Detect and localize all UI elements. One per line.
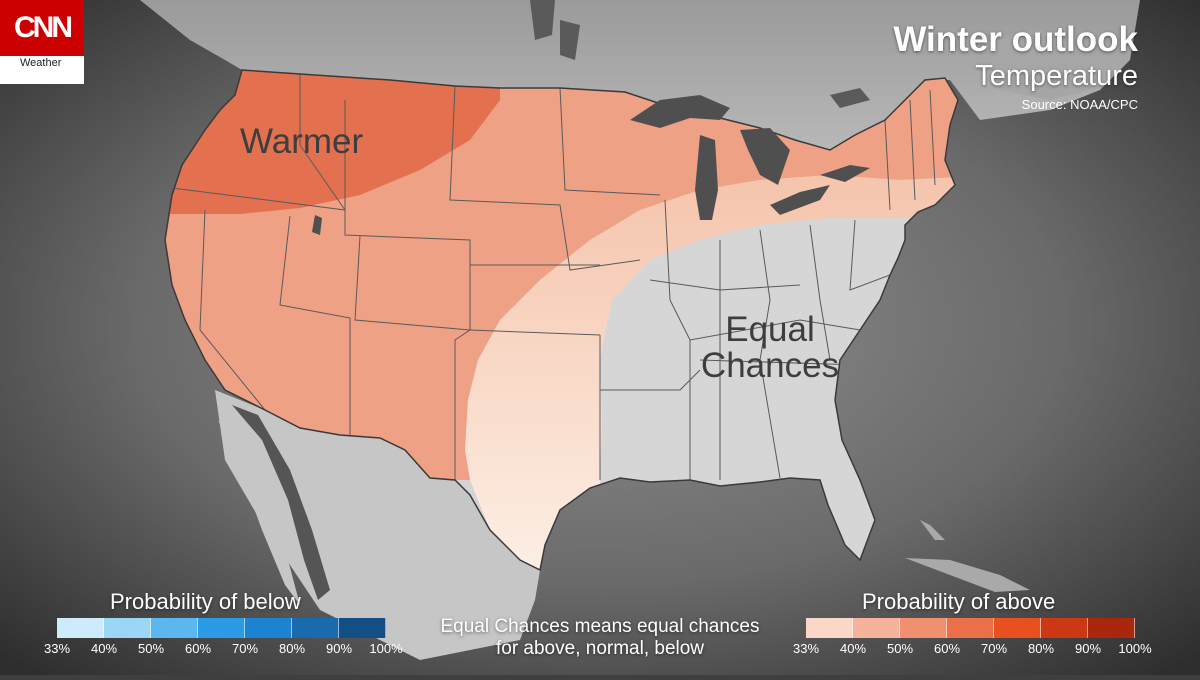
legend-above-swatch-5 — [1041, 618, 1088, 638]
legend-below-tick-label: 70% — [231, 641, 259, 656]
region-label-equal-line1: Equal — [725, 310, 815, 349]
legend-below-swatch-3 — [198, 618, 245, 638]
legend-below-tick-label: 80% — [278, 641, 306, 656]
legend-above-swatch-6 — [1088, 618, 1135, 638]
gulf-of-california — [232, 405, 330, 600]
map-subtitle: Temperature — [975, 60, 1138, 92]
legend-above-tick-label: 33% — [792, 641, 820, 656]
legend-above-tick-label: 90% — [1074, 641, 1102, 656]
legend-below-tick-label: 40% — [90, 641, 118, 656]
cnn-logo-wordmark: CNN — [0, 0, 84, 56]
legend-below-swatch-6 — [339, 618, 386, 638]
lake-superior — [630, 95, 730, 128]
legend-below-tick-label: 33% — [43, 641, 71, 656]
legend-above-tick-label: 50% — [886, 641, 914, 656]
legend-above-swatch-4 — [994, 618, 1041, 638]
map-title: Winter outlook — [893, 20, 1138, 59]
cuba-island — [905, 558, 1030, 592]
legend-below-tick-label: 60% — [184, 641, 212, 656]
legend-below-swatch-5 — [292, 618, 339, 638]
equal-chances-note: Equal Chances means equal chances for ab… — [440, 616, 760, 659]
lake-ontario — [820, 165, 870, 182]
lake-huron — [740, 128, 790, 185]
region-label-equal-chances: Equal Chances — [690, 312, 850, 384]
legend-below-swatch-2 — [151, 618, 198, 638]
legend-below-tick-label: 90% — [325, 641, 353, 656]
legend-below-tick-label: 100% — [369, 641, 403, 656]
legend-below-swatch-1 — [104, 618, 151, 638]
bahamas-island — [920, 520, 945, 540]
legend-below-swatches — [57, 618, 386, 638]
canadian-lakes — [530, 0, 870, 108]
cnn-logo: CNN Weather — [0, 0, 84, 84]
legend-above-tick-label: 40% — [839, 641, 867, 656]
region-label-equal-line2: Chances — [700, 346, 840, 385]
legend-above-tick-label: 60% — [933, 641, 961, 656]
legend-above-tick-label: 70% — [980, 641, 1008, 656]
legend-above-swatch-0 — [806, 618, 853, 638]
legend-above-swatch-2 — [900, 618, 947, 638]
cnn-logo-section: Weather — [20, 57, 62, 69]
legend-below-title: Probability of below — [110, 589, 301, 614]
state-borders — [171, 74, 936, 480]
baja-california — [218, 420, 300, 605]
lake-erie — [770, 185, 830, 215]
legend-above-swatches — [806, 618, 1135, 638]
legend-above-tick-label: 80% — [1027, 641, 1055, 656]
legend-below-ticks: 33% 40% 50% 60% 70% 80% 90% 100% — [44, 641, 403, 657]
region-above-light — [465, 175, 958, 570]
legend-below-swatch-4 — [245, 618, 292, 638]
legend-above-swatch-1 — [853, 618, 900, 638]
legend-below-swatch-0 — [57, 618, 104, 638]
region-label-warmer: Warmer — [240, 122, 364, 161]
canada-landmass — [140, 0, 1140, 150]
legend-above-ticks: 33% 40% 50% 60% 70% 80% 90% 100% — [793, 641, 1152, 657]
great-lakes — [312, 95, 870, 235]
legend-above-swatch-3 — [947, 618, 994, 638]
source-credit: Source: NOAA/CPC — [1021, 97, 1138, 112]
legend-below-tick-label: 50% — [137, 641, 165, 656]
maritime-landmass — [980, 30, 1100, 100]
great-salt-lake — [312, 215, 322, 235]
lake-michigan — [695, 135, 718, 220]
mexico-landmass — [215, 390, 540, 660]
legend-above-tick-label: 100% — [1118, 641, 1152, 656]
legend-above-title: Probability of above — [862, 589, 1056, 614]
